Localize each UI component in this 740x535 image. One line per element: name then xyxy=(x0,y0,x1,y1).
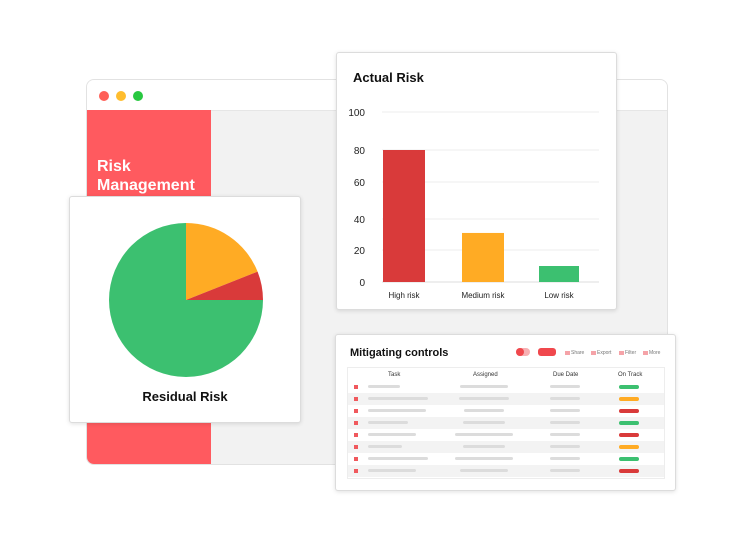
filter-icon xyxy=(619,351,624,355)
status-orange-icon xyxy=(619,445,639,449)
status-green-icon xyxy=(619,457,639,461)
assigned-cell xyxy=(463,445,505,448)
status-red-icon xyxy=(619,469,639,473)
status-green-icon xyxy=(619,385,639,389)
table-row[interactable] xyxy=(348,405,664,417)
table-row[interactable] xyxy=(348,453,664,465)
maximize-dot-icon[interactable] xyxy=(133,91,143,101)
task-cell xyxy=(368,385,400,388)
due-date-cell xyxy=(550,397,580,400)
y-tick-label: 100 xyxy=(348,108,365,119)
table-row[interactable] xyxy=(348,429,664,441)
residual-risk-card: Residual Risk xyxy=(69,196,301,423)
filter-button[interactable]: Filter xyxy=(625,350,637,356)
residual-risk-title: Residual Risk xyxy=(142,389,228,404)
minimize-dot-icon[interactable] xyxy=(116,91,126,101)
row-marker-icon xyxy=(354,397,358,401)
assigned-cell xyxy=(463,421,505,424)
table-row[interactable] xyxy=(348,465,664,477)
residual-risk-pie xyxy=(109,223,263,377)
status-red-icon xyxy=(619,433,639,437)
close-dot-icon[interactable] xyxy=(99,91,109,101)
task-cell xyxy=(368,469,416,472)
mitigating-controls-card: Mitigating controls Share Export Filter … xyxy=(335,334,676,491)
toggle-knob-icon xyxy=(516,348,524,356)
assigned-cell xyxy=(464,409,504,412)
assigned-cell xyxy=(455,457,513,460)
actual-risk-card: Actual Risk 0 20 40 60 80 100 High risk Medium … xyxy=(336,52,617,310)
toggle-icon[interactable] xyxy=(516,348,530,356)
status-red-icon xyxy=(619,409,639,413)
bar-high-risk xyxy=(383,150,425,282)
mitigating-controls-title: Mitigating controls xyxy=(350,347,449,359)
column-header-assigned[interactable]: Assigned xyxy=(473,372,498,378)
row-marker-icon xyxy=(354,409,358,413)
bar-medium-risk xyxy=(462,232,504,282)
due-date-cell xyxy=(550,445,580,448)
column-header-due-date[interactable]: Due Date xyxy=(553,372,579,378)
assigned-cell xyxy=(455,433,513,436)
table-row[interactable] xyxy=(348,381,664,393)
table-row[interactable] xyxy=(348,393,664,405)
bar-low-risk xyxy=(539,266,579,282)
y-tick-label: 20 xyxy=(354,246,366,257)
row-marker-icon xyxy=(354,385,358,389)
actual-risk-title: Actual Risk xyxy=(353,70,424,85)
export-button[interactable]: Export xyxy=(597,350,612,356)
assigned-cell xyxy=(459,397,509,400)
actual-risk-bar-chart: 0 20 40 60 80 100 High risk Medium risk Low risk xyxy=(348,108,599,300)
share-icon xyxy=(565,351,570,355)
share-button[interactable]: Share xyxy=(571,350,585,356)
x-tick-label: Medium risk xyxy=(461,291,505,300)
action-button[interactable] xyxy=(538,348,556,356)
row-marker-icon xyxy=(354,421,358,425)
x-tick-label: Low risk xyxy=(544,291,574,300)
task-cell xyxy=(368,409,426,412)
y-tick-label: 60 xyxy=(354,178,366,189)
assigned-cell xyxy=(460,385,508,388)
row-marker-icon xyxy=(354,433,358,437)
due-date-cell xyxy=(550,469,580,472)
task-cell xyxy=(368,433,416,436)
pie-slice-1 xyxy=(186,223,258,300)
task-cell xyxy=(368,421,408,424)
due-date-cell xyxy=(550,409,580,412)
app-title: Risk Management xyxy=(97,158,195,194)
due-date-cell xyxy=(550,457,580,460)
task-cell xyxy=(368,397,428,400)
table-row[interactable] xyxy=(348,417,664,429)
y-tick-label: 40 xyxy=(354,215,366,226)
pie-slice-2 xyxy=(186,271,263,300)
export-icon xyxy=(591,351,596,355)
row-marker-icon xyxy=(354,457,358,461)
x-tick-label: High risk xyxy=(388,291,420,300)
row-marker-icon xyxy=(354,469,358,473)
controls-table: Task Assigned Due Date On Track xyxy=(347,367,665,479)
column-header-task[interactable]: Task xyxy=(388,372,401,378)
more-icon xyxy=(643,351,648,355)
assigned-cell xyxy=(460,469,508,472)
column-header-on-track[interactable]: On Track xyxy=(618,372,643,378)
due-date-cell xyxy=(550,421,580,424)
task-cell xyxy=(368,445,402,448)
row-marker-icon xyxy=(354,445,358,449)
table-row[interactable] xyxy=(348,441,664,453)
y-tick-label: 0 xyxy=(359,278,365,289)
due-date-cell xyxy=(550,433,580,436)
due-date-cell xyxy=(550,385,580,388)
y-tick-label: 80 xyxy=(354,146,366,157)
more-button[interactable]: More xyxy=(649,350,661,356)
status-green-icon xyxy=(619,421,639,425)
status-orange-icon xyxy=(619,397,639,401)
task-cell xyxy=(368,457,428,460)
